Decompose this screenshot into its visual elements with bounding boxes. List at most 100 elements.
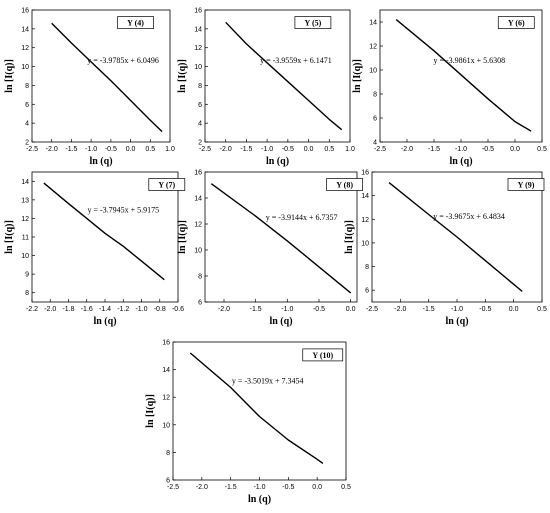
y-tick-label: 8 [25,83,29,90]
x-axis-label: ln (q) [248,494,271,505]
chart-panel-y5: -2.5 -2.0 -1.5 -1.0 -0.5 0.0 0.5 1.0 2 4 6 8 10 12 14 1… [177,8,355,168]
x-tick-label: -1.5 [423,306,435,313]
x-tick-label: 0.5 [537,306,547,313]
y-axis-label: ln [I(q)] [145,394,156,428]
chart-panel-y9: -2.5 -2.0 -1.5 -1.0 -0.5 0.0 0.5 6 8 10 12 14 16 ln (… [344,170,547,328]
chart-panel-y8: -2.0 -1.5 -1.0 -0.5 0.0 6 8 10 12 14 16 ln (q) ln [I… [177,170,363,327]
y-tick-label: 6 [198,300,202,307]
x-tick-label: -1.5 [428,146,440,153]
y-tick-label: 9 [25,272,29,279]
y-tick-label: 10 [361,240,369,247]
x-tick-label: -2.0 [394,306,406,313]
x-axis-label: ln (q) [449,156,472,167]
x-tick-label: -1.5 [250,306,262,313]
x-tick-label: -2.0 [44,306,56,313]
x-tick-label: 0.0 [312,484,322,491]
x-tick-label: -2.0 [196,484,208,491]
y-tick-label: 4 [373,140,377,147]
y-tick-label: 8 [166,450,170,457]
x-tick-label: -0.5 [482,146,494,153]
y-tick-label: 8 [25,290,29,297]
y-axis-label: ln [I(q)] [344,220,355,254]
y-tick-label: 11 [22,235,29,242]
legend-label: Y (7) [158,181,175,190]
y-tick-label: 12 [194,222,202,229]
plot-frame [204,171,358,303]
y-tick-label: 12 [361,217,369,224]
series-line [395,19,532,132]
y-tick-label: 4 [25,121,29,128]
legend-label: Y (4) [127,19,144,28]
y-axis-label: ln [I(q)] [4,220,15,254]
legend-box [507,178,545,191]
x-tick-label: -0.5 [313,306,325,313]
series-line [225,21,343,131]
x-tick-label: 0.0 [346,306,356,313]
x-tick-label: -0.5 [105,146,117,153]
y-tick-label: 14 [361,193,369,200]
plot-frame [31,9,171,143]
x-axis-label: ln (q) [269,316,292,327]
x-tick-label: -1.0 [253,484,265,491]
x-tick-label: -2.0 [220,146,232,153]
x-tick-label: -1.6 [81,306,93,313]
series-line [51,22,163,133]
chart-panel-y4: -2.5 -2.0 -1.5 -1.0 -0.5 0.0 0.5 1.0 2 4 6 8 10 12 14 1… [4,8,175,168]
series-line [210,183,352,294]
x-tick-label: -1.0 [85,146,97,153]
y-tick-label: 14 [162,367,170,374]
regression-equation: y = -3.9559x + 6.1471 [260,56,332,65]
y-axis-label: ln [I(q)] [4,59,15,93]
x-tick-label: -1.5 [65,146,77,153]
x-tick-label: 1.0 [345,146,355,153]
legend-box [326,178,363,191]
chart-panel-y6: -2.5 -2.0 -1.5 -1.0 -0.5 0.0 0.5 4 6 8 10 12 14 ln (q… [352,9,547,167]
legend-label: Y (10) [312,351,333,360]
x-tick-label: -2.0 [218,306,230,313]
x-tick-label: 0.5 [341,484,351,491]
y-axis-label: ln [I(q)] [352,59,363,93]
y-tick-label: 6 [373,116,377,123]
x-tick-label: -1.4 [99,306,111,313]
y-tick-label: 6 [166,478,170,485]
regression-equation: y = -3.7945x + 5.9175 [87,205,159,214]
x-tick-label: -1.2 [117,306,129,313]
x-tick-label: 0.0 [304,146,314,153]
chart-panel-y7: -2.2 -2.0 -1.8 -1.6 -1.4 -1.2 -1.0 -0.8 -0.6 8 9 10… [4,171,186,327]
regression-equation: y = -3.5019x + 7.3454 [232,376,304,385]
y-tick-label: 10 [21,253,29,260]
x-tick-label: -0.5 [479,306,491,313]
plot-frame [204,9,351,143]
x-tick-label: 0.0 [509,306,519,313]
y-tick-label: 12 [369,44,377,51]
x-tick-label: -0.8 [154,306,166,313]
x-tick-label: -1.0 [281,306,293,313]
legend-box [117,16,154,29]
y-tick-label: 2 [198,140,202,147]
y-tick-label: 12 [21,45,29,52]
y-tick-label: 6 [198,102,202,109]
x-tick-label: -0.5 [282,484,294,491]
y-tick-label: 10 [162,422,170,429]
x-tick-label: -0.6 [172,306,184,313]
legend-label: Y (9) [518,181,535,190]
y-tick-label: 6 [25,102,29,109]
regression-equation: y = -3.9675x + 6.4834 [433,212,505,221]
x-tick-label: -1.5 [240,146,252,153]
regression-equation: y = -3.9144x + 6.7357 [266,213,338,222]
y-tick-label: 14 [369,20,377,27]
x-tick-label: 0.5 [324,146,334,153]
x-tick-label: -2.5 [366,306,378,313]
y-tick-label: 2 [25,140,29,147]
y-tick-label: 13 [21,197,29,204]
legend-label: Y (8) [336,181,353,190]
y-tick-label: 8 [365,264,369,271]
regression-equation: y = -3.9785x + 6.0496 [87,56,159,65]
legend-box [294,16,332,29]
legend-box [302,348,344,362]
y-tick-label: 10 [194,64,202,71]
y-tick-label: 12 [162,395,170,402]
legend-box [497,16,535,29]
x-tick-label: -1.0 [455,146,467,153]
